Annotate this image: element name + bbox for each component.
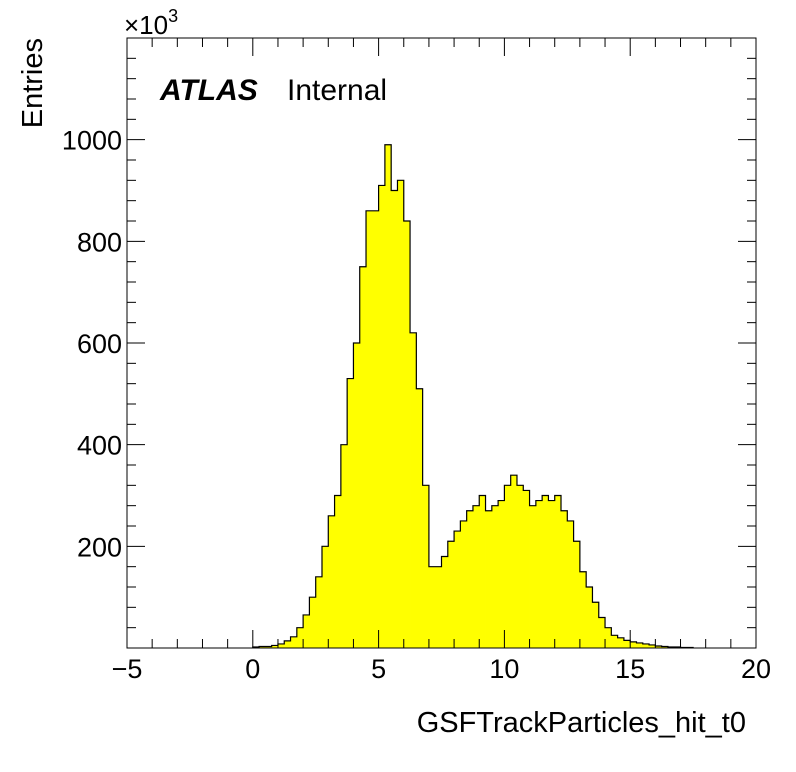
histogram-bin — [391, 190, 398, 648]
histogram-bin — [397, 180, 405, 649]
histogram-bin — [265, 646, 273, 648]
histogram-bin — [561, 510, 568, 648]
histogram-bin — [378, 185, 386, 648]
histogram-bin — [340, 444, 348, 648]
histogram-bin — [410, 332, 417, 648]
histogram-bin — [428, 566, 436, 648]
histogram-bin — [661, 646, 669, 648]
histogram-bin — [290, 636, 298, 648]
x-tick-label: 10 — [489, 654, 519, 684]
histogram-bin — [605, 627, 612, 648]
histogram-bin — [353, 343, 361, 648]
histogram-bin — [617, 637, 625, 648]
histogram-bin — [642, 643, 650, 648]
histogram-bin — [498, 500, 505, 648]
x-tick-label: −5 — [112, 654, 143, 684]
histogram-bin — [504, 485, 512, 648]
histogram-bin — [472, 505, 480, 648]
histogram-bin — [529, 505, 537, 648]
histogram-outline — [252, 144, 694, 649]
y-axis-ticks: 200 400 600 800 1000 — [62, 57, 756, 629]
histogram-bin — [542, 495, 549, 648]
y-tick-label: 600 — [77, 329, 122, 359]
histogram-bin — [479, 495, 486, 648]
x-tick-label: 5 — [371, 654, 386, 684]
y-exponent-label: ×103 — [124, 6, 178, 40]
x-axis-ticks: −5 0 5 10 15 20 — [112, 38, 771, 684]
histogram-bin — [447, 541, 455, 648]
histogram-bin — [347, 378, 354, 648]
histogram-bin — [535, 500, 543, 648]
histogram-bin — [422, 485, 430, 648]
histogram-bin — [586, 587, 593, 648]
internal-label: Internal — [287, 74, 387, 107]
histogram-bin — [277, 643, 285, 648]
histogram-bin — [271, 645, 279, 648]
histogram-bin — [441, 556, 449, 648]
histogram-bin — [372, 210, 379, 649]
histogram-bin — [416, 388, 424, 648]
histogram-bin — [309, 597, 317, 648]
y-tick-label: 400 — [77, 431, 122, 461]
y-axis-title: Entries — [17, 38, 49, 128]
histogram-bin — [649, 644, 656, 648]
histogram-bin — [296, 627, 304, 648]
histogram-bin — [460, 520, 468, 648]
atlas-label: ATLAS — [159, 74, 258, 107]
histogram-bin — [548, 500, 556, 648]
y-tick-label: 200 — [77, 532, 122, 562]
y-tick-label: 800 — [77, 227, 122, 257]
histogram-bin — [321, 546, 329, 648]
histogram-bin — [359, 266, 367, 648]
histogram-bin — [328, 515, 335, 648]
histogram-bin — [315, 576, 323, 648]
histogram-bin — [466, 510, 474, 648]
histogram-bin — [523, 490, 530, 648]
histogram-bin — [598, 617, 606, 648]
histogram-bin — [655, 645, 663, 648]
histogram-bin — [303, 614, 310, 648]
histogram-bin — [623, 640, 631, 648]
histogram-bin — [510, 475, 518, 648]
histogram-bin — [485, 510, 493, 648]
histogram-bin — [454, 531, 461, 648]
histogram-bin — [403, 221, 411, 648]
x-tick-label: 0 — [245, 654, 260, 684]
histogram-bin — [636, 642, 644, 648]
histogram-bin — [567, 520, 574, 648]
histogram-bin — [334, 495, 342, 648]
histogram-bin — [611, 635, 619, 648]
histogram-bin — [573, 541, 581, 648]
histogram-bin — [516, 485, 524, 648]
x-tick-label: 15 — [615, 654, 645, 684]
histogram-bars — [252, 144, 694, 649]
histogram-bin — [259, 646, 266, 648]
y-tick-label: 1000 — [62, 126, 122, 156]
x-axis-title: GSFTrackParticles_hit_t0 — [417, 707, 746, 739]
histogram-bin — [630, 641, 637, 648]
histogram-bin — [435, 566, 442, 648]
histogram-bin — [384, 144, 392, 648]
histogram-bin — [554, 495, 562, 648]
x-tick-label: 20 — [741, 654, 771, 684]
histogram-bin — [366, 210, 373, 649]
histogram-bin — [284, 640, 291, 648]
histogram-bin — [592, 602, 600, 648]
histogram-bin — [491, 505, 499, 648]
histogram-bin — [579, 571, 587, 648]
